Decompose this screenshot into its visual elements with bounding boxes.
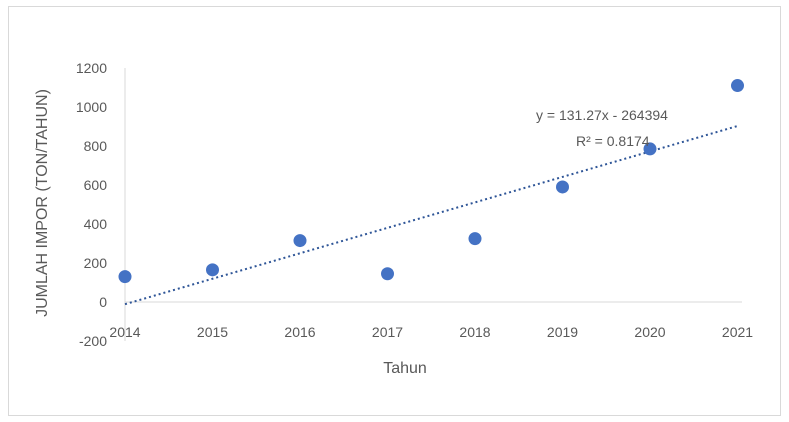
x-tick-label: 2021 xyxy=(722,324,753,340)
x-tick-label: 2015 xyxy=(197,324,228,340)
y-tick-label: 600 xyxy=(84,177,108,193)
trendline-r-squared: R² = 0.8174 xyxy=(576,133,650,149)
x-tick-label: 2016 xyxy=(284,324,315,340)
data-points xyxy=(118,79,744,284)
y-tick-label: 1000 xyxy=(76,99,107,115)
y-tick-label: 1200 xyxy=(76,60,107,76)
data-point xyxy=(731,79,744,93)
data-point xyxy=(381,267,394,281)
x-tick-label: 2017 xyxy=(372,324,403,340)
x-tick-label: 2014 xyxy=(109,324,140,340)
tick-labels: -200 0 200 400 600 800 1000 1200 2014 2015 2016 201… xyxy=(76,60,753,349)
data-point xyxy=(118,270,132,284)
y-tick-label: 0 xyxy=(99,294,107,310)
axes xyxy=(124,68,742,341)
data-point xyxy=(556,180,569,194)
y-tick-label: -200 xyxy=(79,333,107,349)
scatter-chart: -200 0 200 400 600 800 1000 1200 2014 2015 2016 201… xyxy=(34,60,753,377)
trendline xyxy=(124,125,738,306)
y-tick-label: 200 xyxy=(84,255,108,271)
data-point xyxy=(293,234,307,248)
x-tick-label: 2018 xyxy=(459,324,490,340)
chart-frame: -200 0 200 400 600 800 1000 1200 2014 2015 2016 201… xyxy=(8,6,781,416)
trendline-group xyxy=(124,125,738,306)
data-point xyxy=(468,232,482,246)
data-point xyxy=(206,263,219,277)
data-point xyxy=(643,142,657,156)
x-axis-title: Tahun xyxy=(383,360,427,377)
trendline-equation: y = 131.27x - 264394 xyxy=(536,107,668,123)
x-tick-label: 2020 xyxy=(634,324,665,340)
y-axis-title: JUMLAH IMPOR (TON/TAHUN) xyxy=(34,89,51,317)
y-tick-label: 800 xyxy=(84,138,108,154)
x-tick-label: 2019 xyxy=(547,324,578,340)
y-tick-label: 400 xyxy=(84,216,108,232)
